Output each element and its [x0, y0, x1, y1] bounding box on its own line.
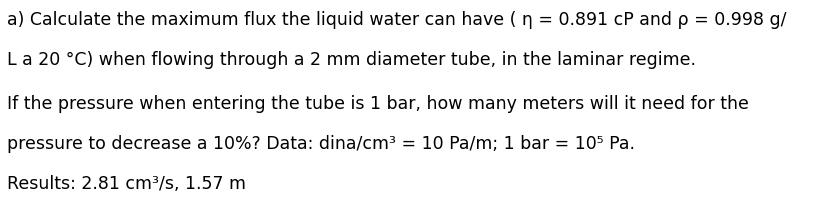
Text: Results: 2.81 cm³/s, 1.57 m: Results: 2.81 cm³/s, 1.57 m	[7, 175, 245, 193]
Text: L a 20 °C) when flowing through a 2 mm diameter tube, in the laminar regime.: L a 20 °C) when flowing through a 2 mm d…	[7, 51, 695, 69]
Text: pressure to decrease a 10%? Data: dina/cm³ = 10 Pa/m; 1 bar = 10⁵ Pa.: pressure to decrease a 10%? Data: dina/c…	[7, 135, 634, 153]
Text: a) Calculate the maximum flux the liquid water can have ( η = 0.891 cP and ρ = 0: a) Calculate the maximum flux the liquid…	[7, 11, 786, 29]
Text: If the pressure when entering the tube is 1 bar, how many meters will it need fo: If the pressure when entering the tube i…	[7, 95, 748, 113]
